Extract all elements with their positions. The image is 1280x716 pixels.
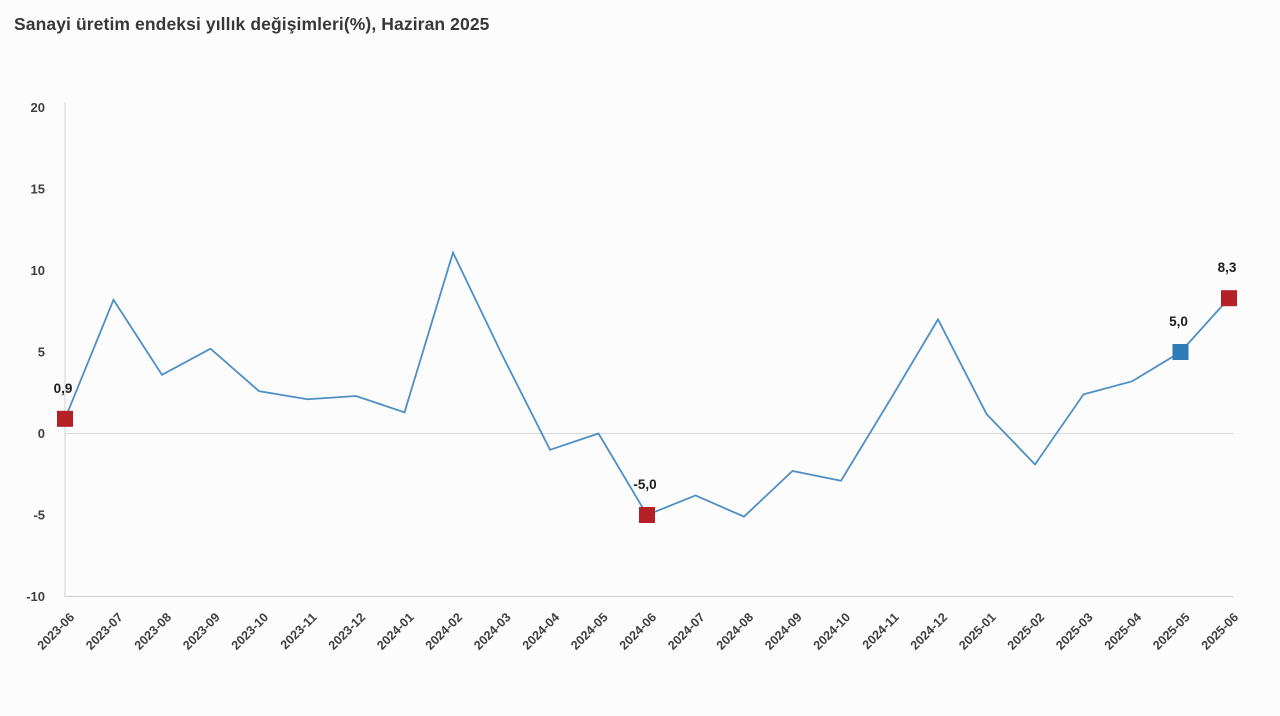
data-point-marker — [1221, 290, 1237, 307]
y-tick-label: -10 — [26, 589, 45, 604]
y-tick-label: 15 — [31, 182, 45, 197]
x-tick-label: 2024-10 — [811, 610, 853, 652]
x-tick-label: 2025-04 — [1102, 610, 1144, 652]
x-tick-label: 2024-05 — [568, 610, 610, 652]
y-tick-label: 10 — [31, 263, 45, 278]
x-tick-label: 2025-02 — [1005, 610, 1047, 652]
y-tick-label: 0 — [38, 426, 45, 441]
x-tick-label: 2024-09 — [762, 610, 804, 652]
data-point-marker — [1172, 344, 1189, 360]
y-tick-label: 20 — [31, 100, 45, 115]
x-tick-label: 2025-03 — [1053, 610, 1095, 652]
x-tick-label: 2023-06 — [35, 610, 77, 652]
x-tick-label: 2024-01 — [374, 610, 416, 652]
x-tick-label: 2025-01 — [956, 610, 998, 652]
data-point-label: -5,0 — [633, 477, 656, 492]
x-tick-label: 2023-07 — [83, 610, 125, 652]
data-point-label: 8,3 — [1218, 260, 1237, 275]
data-point-label: 0,9 — [54, 381, 73, 396]
x-tick-label: 2023-11 — [278, 610, 320, 652]
x-tick-label: 2025-05 — [1150, 610, 1192, 652]
x-tick-label: 2024-04 — [520, 610, 562, 652]
y-tick-label: 5 — [38, 345, 45, 360]
x-tick-label: 2024-07 — [665, 610, 707, 652]
x-tick-label: 2024-12 — [908, 610, 950, 652]
x-tick-label: 2024-08 — [714, 610, 756, 652]
x-tick-label: 2025-06 — [1199, 610, 1241, 652]
data-point-marker — [639, 507, 655, 523]
data-point-label: 5,0 — [1169, 314, 1188, 329]
chart-title: Sanayi üretim endeksi yıllık değişimleri… — [14, 14, 490, 34]
y-tick-label: -5 — [33, 508, 45, 523]
x-tick-label: 2023-09 — [180, 610, 222, 652]
x-tick-label: 2024-02 — [423, 610, 465, 652]
x-tick-label: 2023-10 — [229, 610, 271, 652]
x-tick-label: 2023-08 — [132, 610, 174, 652]
data-point-marker — [57, 410, 73, 427]
x-tick-label: 2024-03 — [471, 610, 513, 652]
x-tick-label: 2024-06 — [617, 610, 659, 652]
x-tick-label: 2024-11 — [860, 610, 902, 652]
x-tick-label: 2023-12 — [326, 610, 368, 652]
